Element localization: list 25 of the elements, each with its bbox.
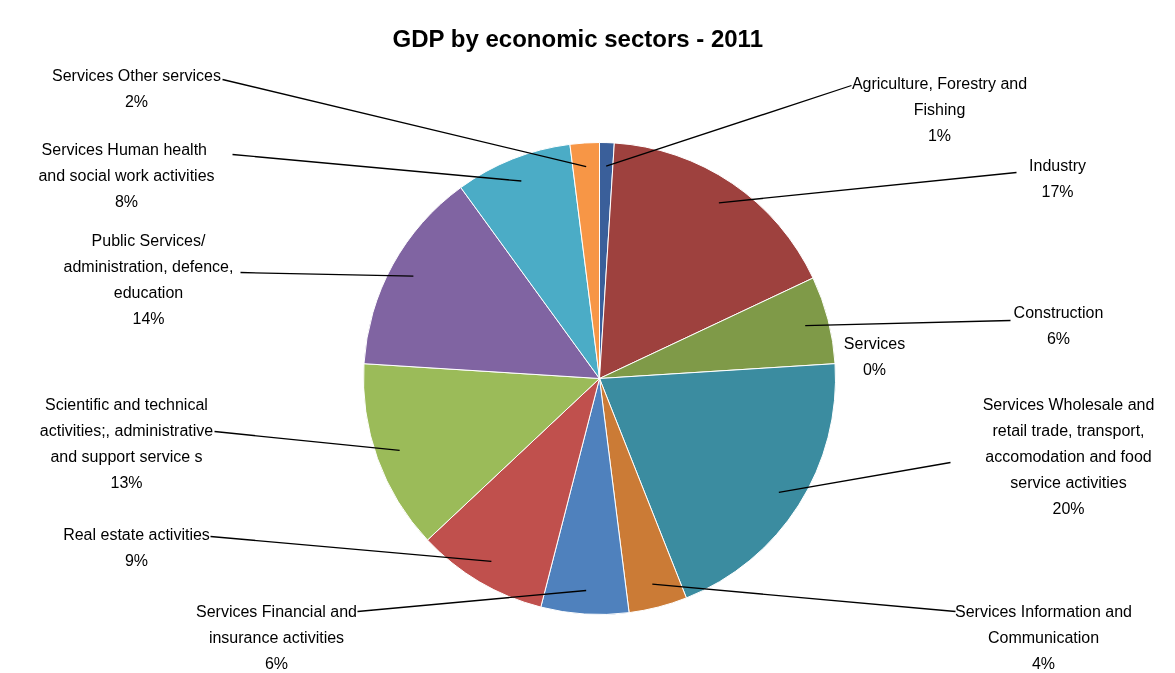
slice-label: Services Financial and insurance activities [196,603,357,646]
data-label: 8% [114,193,139,210]
slice-label: Services Human health and social work activities [38,141,215,184]
slice-label: Industry [1029,157,1086,174]
category-label: Services [843,335,906,352]
slice-label: Construction [1013,304,1104,321]
data-label: 17% [1041,183,1074,200]
slice-label: Public Services/ administration, defence, education [63,232,234,301]
slice-label: Services Other services [52,67,221,84]
data-label: 1% [927,127,952,144]
text: 0% [862,361,887,378]
data-label: 13% [110,474,143,491]
slice-label: Real estate activities [63,526,210,543]
chart-title: GDP by economic sectors - 2011 [392,25,763,52]
data-label: 6% [264,655,289,672]
data-label: 14% [132,310,165,327]
slice-label: Scientific and technical activities;, administrative and support service s [39,396,214,465]
slice-label: Agriculture, Forestry and Fishing [851,75,1028,118]
data-label: 2% [124,93,149,110]
slice-label: Services Wholesale and retail trade, transport, accomodation and food service activities [982,396,1155,491]
data-label: 6% [1046,330,1071,347]
data-label: 9% [124,552,149,569]
data-label: 4% [1031,655,1056,672]
data-label: 20% [1052,500,1085,517]
slice-label: Services Information and Communication [955,603,1132,646]
